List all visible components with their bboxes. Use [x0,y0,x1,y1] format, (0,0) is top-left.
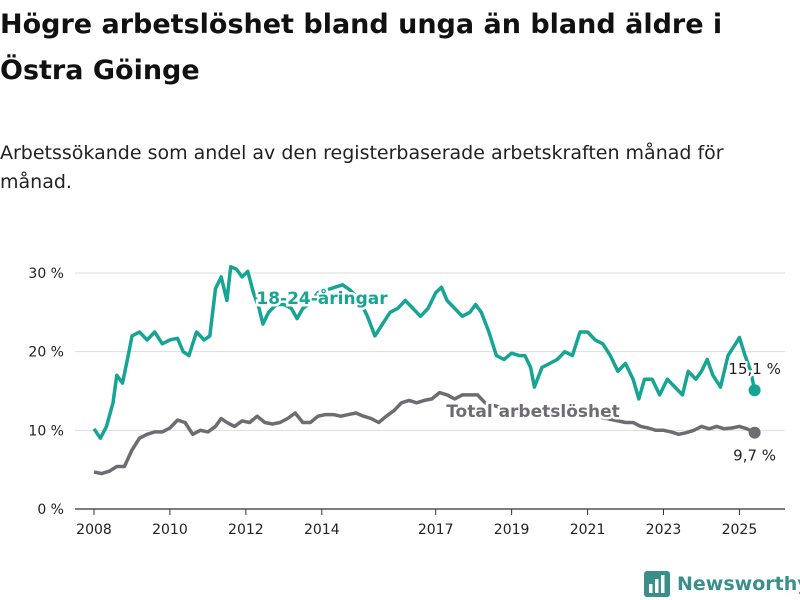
x-tick-label: 2023 [646,522,682,538]
x-tick-label: 2019 [494,522,530,538]
y-axis-ticks: 0 % 10 % 20 % 30 % [28,266,64,518]
x-tick-label: 2017 [418,522,454,538]
series-labels: 15,1 % 9,7 % 18-24-åringar Total arbetslösh… [254,285,783,467]
chart-title: Högre arbetslöshet bland unga än bland ä… [0,9,723,86]
x-tick-label: 2010 [152,522,188,538]
y-tick-label: 10 % [28,423,64,439]
series-line-youth [92,264,757,440]
series-end-label: 9,7 % [733,447,776,465]
series-end-point [748,384,761,397]
x-tick-label: 2021 [570,522,606,538]
y-tick-label: 20 % [28,345,64,361]
bar-chart-logo-icon [644,571,670,597]
x-tick-label: 2014 [304,522,340,538]
series-line-total [93,390,756,476]
series-end-point [748,426,761,439]
series-label-total: Total arbetslöshet [446,402,620,422]
series-end-label: 15,1 % [728,360,780,378]
y-tick-label: 30 % [28,266,64,282]
y-tick-label: 0 % [37,502,64,518]
x-tick-label: 2025 [722,522,758,538]
x-tick-label: 2012 [228,522,264,538]
x-tick-label: 2008 [76,522,112,538]
series-label-youth: 18-24-åringar [256,287,388,309]
brand-name: Newsworthy [677,573,800,595]
series-lines [92,264,761,476]
chart-subtitle: Arbetssökande som andel av den registerb… [0,142,724,193]
newsworthy-logo[interactable]: Newsworthy [644,569,800,599]
x-axis-ticks: 2008 2010 2012 2014 2017 2019 2021 2023 2025 [76,509,757,538]
